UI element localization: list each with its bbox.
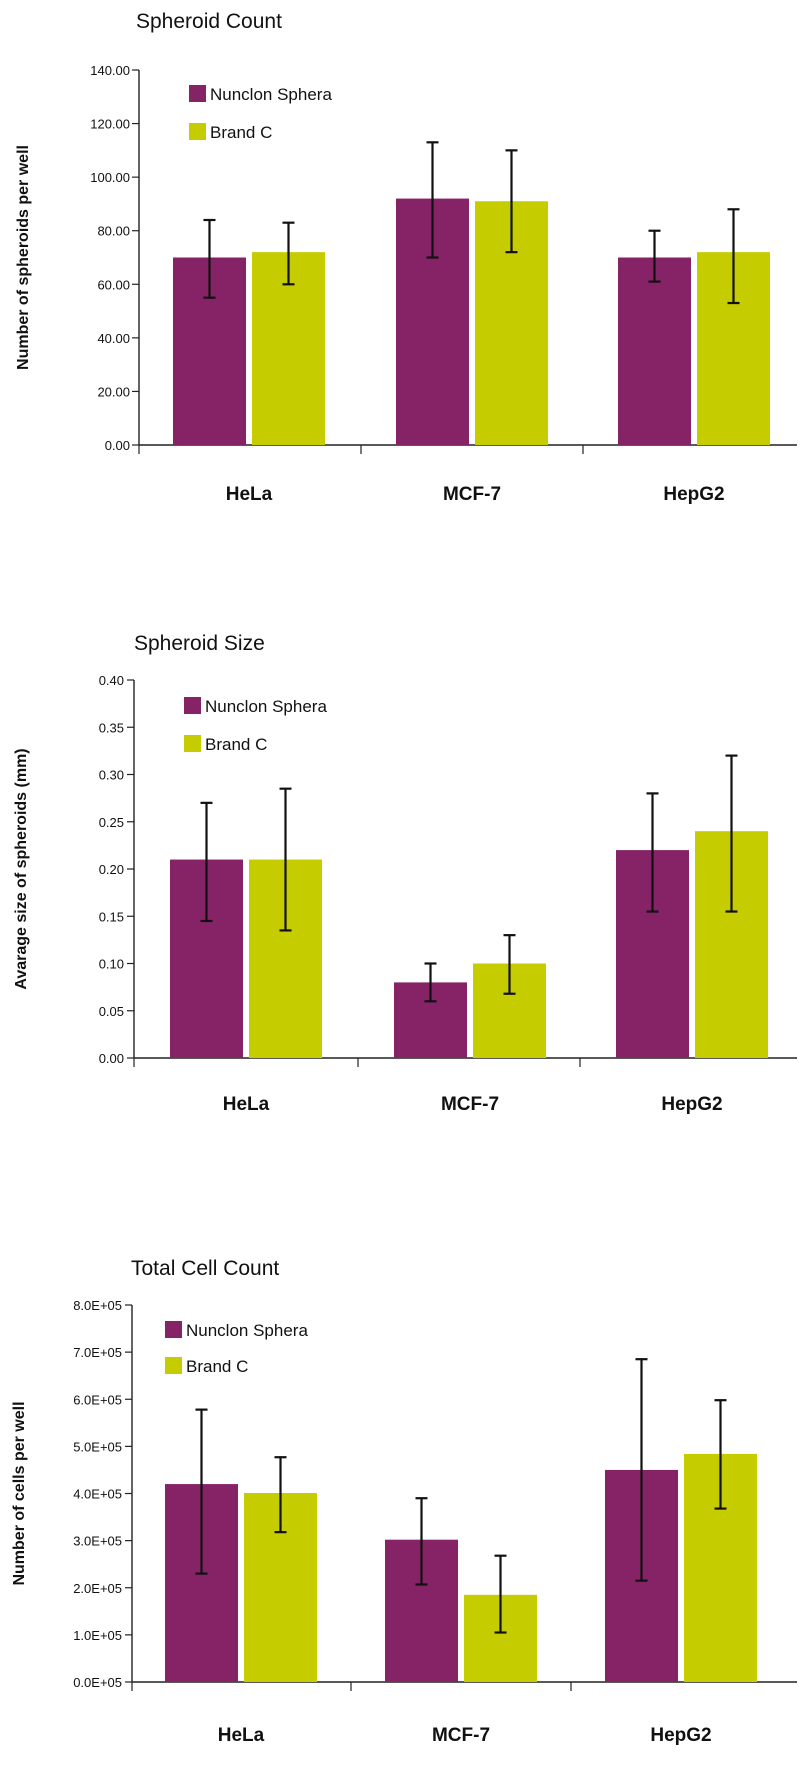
chart-3: Total Cell Count Number of cells per well… xyxy=(11,1257,797,1746)
legend-label: Brand C xyxy=(186,1357,248,1376)
y-tick-label: 0.0E+05 xyxy=(73,1675,122,1690)
x-tick-label: HepG2 xyxy=(650,1725,711,1746)
y-tick-label: 2.0E+05 xyxy=(73,1581,122,1596)
y-tick-label: 0.25 xyxy=(99,815,124,830)
y-tick-label: 8.0E+05 xyxy=(73,1298,122,1313)
chart-title: Total Cell Count xyxy=(131,1257,279,1280)
x-tick-label: HeLa xyxy=(223,1094,270,1115)
y-tick-label: 100.00 xyxy=(90,170,130,185)
y-tick-label: 4.0E+05 xyxy=(73,1487,122,1502)
y-tick-label: 3.0E+05 xyxy=(73,1534,122,1549)
chart-1: Spheroid Count Number of spheroids per we… xyxy=(15,10,797,505)
y-tick-label: 0.15 xyxy=(99,909,124,924)
y-tick-label: 5.0E+05 xyxy=(73,1439,122,1454)
y-tick-label: 40.00 xyxy=(97,331,130,346)
legend-swatch xyxy=(189,123,206,140)
y-tick-label: 6.0E+05 xyxy=(73,1392,122,1407)
chart-title: Spheroid Count xyxy=(136,10,282,33)
y-tick-label: 0.35 xyxy=(99,720,124,735)
y-tick-label: 0.20 xyxy=(99,862,124,877)
chart-2: Spheroid Size Avarage size of spheroids (… xyxy=(13,632,797,1115)
y-tick-label: 0.00 xyxy=(105,438,130,453)
legend-swatch xyxy=(165,1357,182,1374)
y-tick-label: 0.10 xyxy=(99,957,124,972)
y-axis-label: Number of cells per well xyxy=(11,1401,28,1585)
y-tick-label: 60.00 xyxy=(97,277,130,292)
y-tick-label: 0.05 xyxy=(99,1004,124,1019)
y-tick-label: 80.00 xyxy=(97,224,130,239)
legend-label: Nunclon Sphera xyxy=(205,697,327,716)
legend-label: Brand C xyxy=(205,735,267,754)
x-tick-label: MCF-7 xyxy=(432,1725,490,1746)
legend-label: Brand C xyxy=(210,123,272,142)
y-tick-label: 120.00 xyxy=(90,117,130,132)
y-axis-label: Number of spheroids per well xyxy=(15,145,32,370)
y-tick-label: 140.00 xyxy=(90,63,130,78)
bar-hepg2-nunclon xyxy=(618,257,691,445)
y-tick-label: 0.40 xyxy=(99,673,124,688)
legend-swatch xyxy=(184,697,201,714)
legend-label: Nunclon Sphera xyxy=(186,1321,308,1340)
legend-label: Nunclon Sphera xyxy=(210,85,332,104)
legend-swatch xyxy=(189,85,206,102)
legend-swatch xyxy=(184,735,201,752)
legend-swatch xyxy=(165,1321,182,1338)
y-axis-label: Avarage size of spheroids (mm) xyxy=(13,748,30,989)
y-tick-label: 0.00 xyxy=(99,1051,124,1066)
x-tick-label: HeLa xyxy=(218,1725,265,1746)
x-tick-label: HepG2 xyxy=(661,1094,722,1115)
chart-title: Spheroid Size xyxy=(134,632,265,655)
x-tick-label: HeLa xyxy=(226,484,273,505)
x-tick-label: MCF-7 xyxy=(441,1094,499,1115)
y-tick-label: 1.0E+05 xyxy=(73,1628,122,1643)
y-tick-label: 20.00 xyxy=(97,384,130,399)
y-tick-label: 7.0E+05 xyxy=(73,1345,122,1360)
x-tick-label: MCF-7 xyxy=(443,484,501,505)
y-tick-label: 0.30 xyxy=(99,768,124,783)
x-tick-label: HepG2 xyxy=(663,484,724,505)
